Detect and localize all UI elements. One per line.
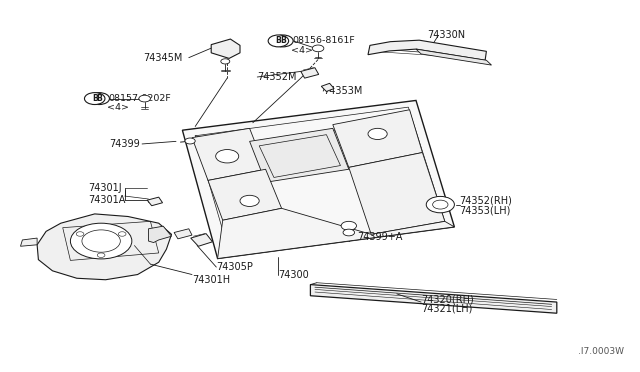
Polygon shape (349, 153, 445, 234)
Circle shape (368, 128, 387, 140)
Polygon shape (182, 100, 454, 259)
Text: B: B (92, 94, 97, 103)
Text: 74330N: 74330N (428, 31, 466, 40)
Polygon shape (321, 83, 334, 92)
Text: B: B (97, 94, 102, 103)
Polygon shape (191, 234, 212, 246)
Polygon shape (20, 238, 37, 246)
Circle shape (70, 223, 132, 259)
Circle shape (118, 232, 126, 236)
Polygon shape (250, 128, 349, 182)
Circle shape (240, 195, 259, 206)
Polygon shape (174, 229, 192, 239)
Text: 74320(RH): 74320(RH) (421, 295, 474, 304)
Polygon shape (37, 214, 172, 280)
Text: 74345M: 74345M (143, 53, 182, 62)
Circle shape (341, 221, 356, 230)
Text: 74301J: 74301J (88, 183, 122, 193)
Polygon shape (147, 197, 163, 206)
Circle shape (185, 138, 195, 144)
Text: 74300: 74300 (278, 270, 309, 279)
Text: .I7.0003W: .I7.0003W (578, 347, 624, 356)
Text: 74399: 74399 (109, 139, 140, 149)
Text: <4>: <4> (285, 46, 313, 55)
Text: B: B (276, 36, 281, 45)
Text: 74399+A: 74399+A (357, 232, 403, 242)
Text: 08157-0202F: 08157-0202F (109, 94, 172, 103)
Circle shape (76, 232, 84, 236)
Text: 74321(LH): 74321(LH) (421, 304, 472, 314)
Text: <4>: <4> (101, 103, 129, 112)
Circle shape (139, 95, 150, 102)
Polygon shape (301, 68, 319, 78)
Text: 74353(LH): 74353(LH) (460, 205, 511, 215)
Polygon shape (333, 110, 422, 167)
Polygon shape (310, 285, 557, 313)
Polygon shape (148, 226, 172, 243)
Polygon shape (211, 39, 240, 58)
Text: B: B (280, 36, 285, 45)
Polygon shape (218, 208, 454, 259)
Circle shape (433, 200, 448, 209)
Text: 74301A: 74301A (88, 195, 125, 205)
Text: 74352(RH): 74352(RH) (460, 196, 513, 206)
Text: 08156-8161F: 08156-8161F (292, 36, 355, 45)
Text: 74353M: 74353M (323, 86, 363, 96)
Circle shape (84, 93, 105, 105)
Circle shape (221, 59, 230, 64)
Circle shape (89, 93, 109, 105)
Polygon shape (368, 40, 486, 60)
Text: 74305P: 74305P (216, 262, 253, 272)
Circle shape (97, 253, 105, 257)
Circle shape (82, 230, 120, 252)
Polygon shape (192, 128, 266, 180)
Circle shape (268, 35, 289, 47)
Text: 74352M: 74352M (257, 72, 297, 82)
Circle shape (312, 45, 324, 52)
Circle shape (273, 35, 293, 47)
Circle shape (216, 150, 239, 163)
Text: 74301H: 74301H (192, 275, 230, 285)
Polygon shape (416, 49, 492, 65)
Circle shape (343, 229, 355, 236)
Polygon shape (208, 169, 282, 220)
Circle shape (426, 196, 454, 213)
